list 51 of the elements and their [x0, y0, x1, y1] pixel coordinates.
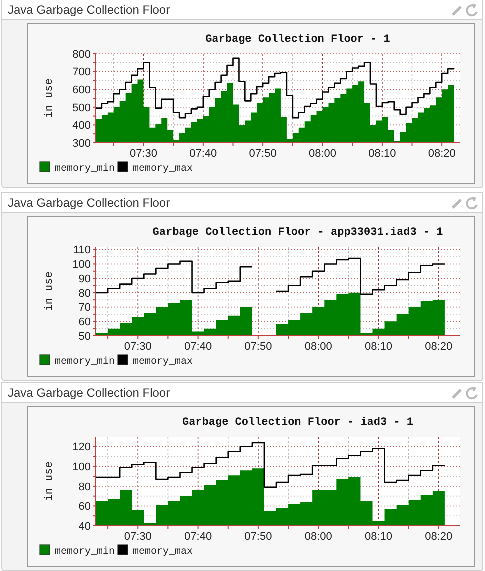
y-tick-label: 60	[78, 501, 91, 514]
x-tick-label: 07:40	[184, 341, 212, 353]
y-tick-label: 80	[78, 481, 91, 494]
x-tick-label: 08:20	[428, 148, 456, 160]
y-tick-label: 120	[72, 442, 91, 454]
y-tick-label: 100	[72, 259, 91, 272]
y-tick-label: 70	[78, 302, 91, 314]
x-tick-label: 07:50	[244, 531, 272, 543]
legend-label: memory_min	[55, 163, 116, 175]
legend-label: memory_max	[133, 357, 194, 368]
y-tick-label: 800	[72, 48, 91, 61]
chart-subtitle: Garbage Collection Floor - app33031.iad3 - 1	[152, 227, 444, 239]
y-tick-label: 40	[78, 520, 91, 533]
y-tick-label: 60	[78, 316, 91, 328]
y-axis-title: in use	[44, 272, 56, 312]
y-tick-label: 80	[78, 288, 91, 300]
y-tick-label: 400	[72, 120, 91, 132]
y-tick-label: 500	[72, 102, 91, 114]
chart-title: Java Garbage Collection Floor	[8, 3, 170, 17]
chart-subtitle: Garbage Collection Floor - iad3 - 1	[182, 417, 414, 429]
x-tick-label: 07:30	[130, 148, 158, 160]
x-tick-label: 08:00	[308, 148, 337, 160]
legend-label: memory_min	[55, 356, 116, 368]
x-tick-label: 07:40	[184, 531, 212, 543]
x-tick-label: 08:00	[304, 531, 332, 543]
y-tick-label: 300	[72, 138, 91, 150]
x-tick-label: 08:20	[425, 531, 453, 543]
legend-label: memory_max	[133, 164, 194, 175]
x-tick-label: 07:40	[190, 148, 218, 160]
x-tick-label: 07:30	[124, 341, 152, 353]
x-tick-label: 07:50	[249, 148, 277, 160]
y-axis-title: in use	[44, 462, 56, 502]
chart-title: Java Garbage Collection Floor	[8, 386, 170, 400]
x-tick-label: 08:10	[365, 531, 393, 543]
x-tick-label: 08:10	[368, 148, 396, 160]
chart-subtitle: Garbage Collection Floor - 1	[206, 34, 391, 46]
y-tick-label: 90	[78, 273, 91, 286]
y-axis-title: in use	[44, 78, 56, 118]
y-tick-label: 600	[72, 84, 91, 96]
x-tick-label: 07:30	[124, 531, 152, 543]
x-tick-label: 08:10	[365, 341, 393, 353]
legend-label: memory_min	[55, 546, 116, 558]
x-tick-label: 07:50	[244, 341, 272, 353]
y-tick-label: 110	[73, 244, 91, 257]
chart-title: Java Garbage Collection Floor	[8, 196, 170, 210]
y-tick-label: 50	[78, 330, 91, 343]
y-tick-label: 700	[72, 66, 91, 79]
y-tick-label: 100	[72, 462, 91, 474]
legend-label: memory_max	[133, 547, 194, 558]
x-tick-label: 08:20	[425, 341, 453, 353]
x-tick-label: 08:00	[304, 341, 332, 353]
